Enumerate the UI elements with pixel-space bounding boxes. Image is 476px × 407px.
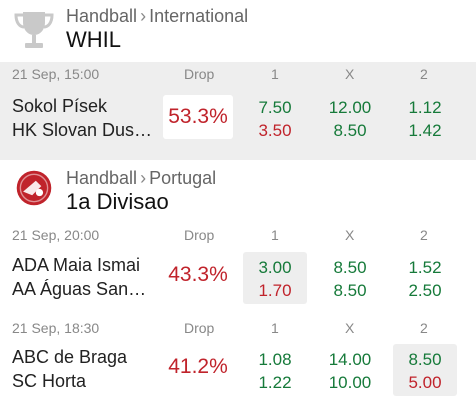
odds-1-opening: 1.08 [258,350,292,369]
odds-2-cell[interactable]: 8.50 5.00 [393,344,457,396]
breadcrumb: Handball › Portugal [66,168,216,189]
odds-2-column-header: 2 [420,320,428,336]
odds-x-cell[interactable]: 14.00 10.00 [318,344,382,396]
drop-badge: 43.3% [163,253,233,297]
league-header-1a-divisao[interactable]: Handball › Portugal 1a Divisao [0,162,476,224]
match-datetime: 21 Sep, 15:00 [12,66,100,82]
odds-2-cell[interactable]: 1.52 2.50 [393,252,457,304]
trophy-icon [14,12,54,48]
match-datetime: 21 Sep, 20:00 [12,227,100,243]
odds-1-cell[interactable]: 7.50 3.50 [243,92,307,144]
match-row[interactable]: Sokol Písek HK Slovan Dus… 53.3% 7.50 3.… [0,88,476,152]
breadcrumb-region[interactable]: International [149,6,249,26]
odds-x-cell[interactable]: 12.00 8.50 [318,92,382,144]
odds-2-column-header: 2 [420,227,428,243]
odds-1-column-header: 1 [271,227,279,243]
drop-value: 41.2% [168,355,228,378]
match-header: 21 Sep, 18:30 Drop 1 X 2 [0,316,476,340]
odds-x-current: 8.50 [333,281,367,300]
odds-x-column-header: X [345,66,355,82]
match-header: 21 Sep, 15:00 Drop 1 X 2 [0,62,476,88]
breadcrumb-separator: › [140,168,147,188]
odds-2-current: 1.42 [408,121,442,140]
odds-1-opening: 7.50 [258,98,292,117]
odds-1-opening: 3.00 [258,258,292,277]
odds-1-current: 1.22 [258,373,292,392]
odds-x-column-header: X [345,227,355,243]
home-team[interactable]: ABC de Braga [12,347,128,367]
odds-2-current: 2.50 [408,281,442,300]
odds-x-current: 10.00 [328,373,372,392]
breadcrumb-region[interactable]: Portugal [149,168,217,188]
odds-1-cell[interactable]: 1.08 1.22 [243,344,307,396]
drop-value: 43.3% [168,263,228,286]
section-divider [0,152,476,160]
odds-1-column-header: 1 [271,66,279,82]
drop-column-header: Drop [184,66,215,82]
away-team[interactable]: HK Slovan Dus… [12,120,153,140]
away-team[interactable]: AA Águas San… [12,279,147,299]
match-datetime: 21 Sep, 18:30 [12,320,100,336]
drop-badge: 53.3% [163,95,233,139]
odds-1-column-header: 1 [271,320,279,336]
odds-1-cell[interactable]: 3.00 1.70 [243,252,307,304]
league-name[interactable]: 1a Divisao [66,189,169,214]
odds-x-opening: 12.00 [328,98,372,117]
match-row[interactable]: ABC de Braga SC Horta 41.2% 1.08 1.22 14… [0,342,476,402]
odds-2-opening: 1.52 [408,258,442,277]
odds-2-opening: 8.50 [408,350,442,369]
match-row[interactable]: ADA Maia Ismai AA Águas San… 43.3% 3.00 … [0,250,476,310]
home-team[interactable]: ADA Maia Ismai [12,255,141,275]
odds-1-current: 3.50 [258,121,292,140]
odds-2-opening: 1.12 [408,98,442,117]
breadcrumb-sport[interactable]: Handball [66,6,138,26]
away-team[interactable]: SC Horta [12,371,87,391]
odds-x-opening: 14.00 [328,350,372,369]
portugal-handball-logo-icon [16,170,52,206]
odds-x-opening: 8.50 [333,258,367,277]
breadcrumb: Handball › International [66,6,248,27]
odds-x-column-header: X [345,320,355,336]
match-header: 21 Sep, 20:00 Drop 1 X 2 [0,223,476,247]
drop-badge: 41.2% [163,345,233,389]
odds-x-current: 8.50 [333,121,367,140]
drop-column-header: Drop [184,320,215,336]
odds-x-cell[interactable]: 8.50 8.50 [318,252,382,304]
odds-2-cell[interactable]: 1.12 1.42 [393,92,457,144]
breadcrumb-separator: › [140,6,147,26]
odds-2-column-header: 2 [420,66,428,82]
drop-column-header: Drop [184,227,215,243]
odds-1-current: 1.70 [258,281,292,300]
odds-2-current: 5.00 [408,373,442,392]
league-header-whil[interactable]: Handball › International WHIL [0,0,476,62]
league-name[interactable]: WHIL [66,27,121,52]
drop-value: 53.3% [168,105,228,128]
home-team[interactable]: Sokol Písek [12,96,108,116]
breadcrumb-sport[interactable]: Handball [66,168,138,188]
